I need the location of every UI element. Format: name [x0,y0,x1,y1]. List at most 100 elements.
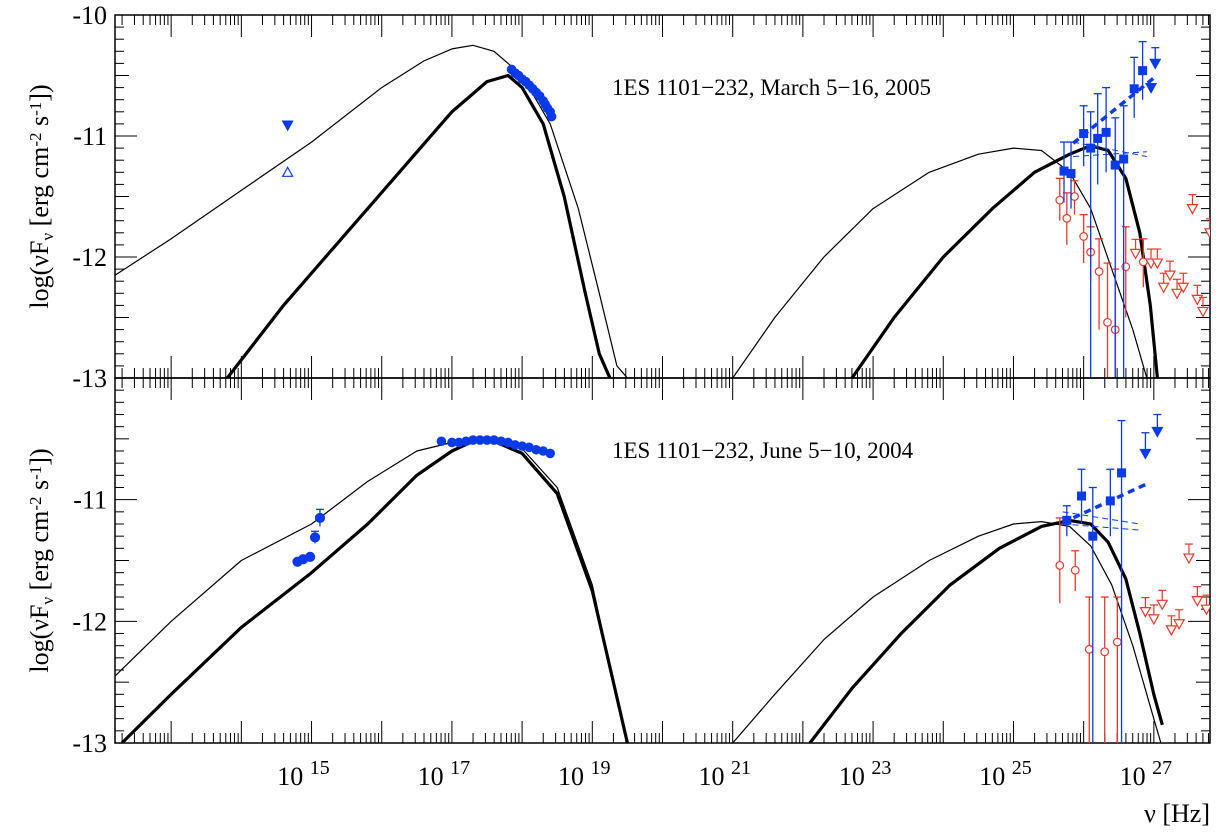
blue-data-point [1138,66,1147,75]
y-label-part: [erg cm [25,511,54,597]
y-label-part: -1 [26,466,45,480]
blue-data-point [1111,161,1120,170]
panel-top: -13 -12 -11 -10 log(νFν [erg cm-2 s-1]) 1ES 1… [25,1,1215,393]
x-tick-exponent: 17 [450,757,470,779]
model-curve-thin [733,522,1161,743]
y-tick-label: -12 [72,243,107,272]
red-data-point [1198,307,1208,316]
x-tick-base: 10 [558,762,591,791]
red-data-point [1071,193,1079,201]
red-data-point [1056,562,1064,570]
y-label-part: ]) [25,84,54,101]
panel-frame [115,378,1210,743]
x-tick-base: 10 [979,762,1012,791]
red-data-point [1172,289,1182,298]
y-tick-label: -11 [73,122,107,151]
x-tick-label: 10 17 [418,757,471,791]
y-label-part: -1 [26,102,45,116]
red-data-point [1131,249,1141,258]
red-data-point [1101,648,1109,656]
red-data-point [1192,295,1202,304]
blue-data-point [1086,144,1095,153]
blue-data-point [1077,492,1086,501]
blue-data-point [1062,516,1071,525]
red-data-point [1192,597,1202,606]
panel-annotation: 1ES 1101−232, March 5−16, 2005 [612,75,931,100]
y-label-part: -2 [26,133,45,147]
blue-data-point [1102,128,1111,137]
fit-band [1063,524,1140,530]
model-curve-thick [810,520,1162,743]
y-label-part: -2 [26,497,45,511]
red-data-point [1104,319,1112,327]
x-tick-base: 10 [839,762,872,791]
red-data-point [1184,554,1194,563]
x-tick-exponent: 27 [1152,757,1172,779]
red-data-point [1063,214,1071,222]
x-tick-label: 10 23 [839,757,892,791]
y-label-part: s [25,480,54,497]
blue-data-point [1093,134,1102,143]
y-tick-label: -10 [72,1,107,30]
blue-data-point [1140,449,1150,458]
y-label-part: [erg cm [25,147,54,233]
xray-data-point [437,436,447,446]
x-tick-exponent: 21 [731,757,751,779]
y-label-part: log(νF [25,241,54,309]
blue-data-point [315,513,324,522]
blue-data-point [311,533,320,542]
red-data-point [1056,196,1064,204]
x-tick-exponent: 19 [591,757,611,779]
y-tick-label: -12 [72,607,107,636]
red-data-point [1085,646,1093,654]
blue-data-point [1130,84,1139,93]
panels: -13 -12 -11 -10 log(νFν [erg cm-2 s-1]) 1ES 1… [25,1,1215,791]
blue-data-point [1067,169,1076,178]
blue-data-point [1079,129,1088,138]
blue-data-point [1088,532,1097,541]
blue-data-point [283,167,293,176]
x-tick-label: 10 15 [277,757,330,791]
blue-data-point [283,121,293,130]
y-axis-label: log(νFν [erg cm-2 s-1]) [25,84,57,308]
x-tick-base: 10 [277,762,310,791]
model-curve-thick [122,441,627,743]
y-label-part: s [25,116,54,133]
red-data-point [1187,205,1197,214]
blue-data-point [1119,154,1128,163]
x-tick-base: 10 [1120,762,1153,791]
red-data-point [1114,638,1122,646]
panel-annotation: 1ES 1101−232, June 5−10, 2004 [612,438,914,463]
x-tick-base: 10 [418,762,451,791]
panel-bottom: -13 -12 -11 log(νFν [erg cm-2 s-1]) 1ES 1101… [25,378,1211,758]
x-tick-label: 10 27 [1120,757,1173,791]
x-tick-label: 10 25 [979,757,1032,791]
y-label-part: ]) [25,448,54,465]
blue-data-point [306,552,315,561]
blue-data-point [1146,84,1156,93]
blue-data-point [1106,496,1115,505]
model-curve-thick [852,146,1157,378]
panel-frame [115,15,1210,378]
y-label-part: log(νF [25,605,54,673]
power-law-fit [1063,484,1147,523]
x-axis-label: ν [Hz] [1144,799,1210,828]
x-tick-exponent: 23 [871,757,891,779]
model-curve-thin [115,45,627,378]
xray-data-point [545,449,555,459]
y-tick-label: -13 [72,364,107,393]
red-data-point [1071,566,1079,574]
x-tick-base: 10 [698,762,731,791]
red-data-point [1095,268,1103,276]
x-tick-exponent: 25 [1012,757,1032,779]
red-data-point [1157,600,1167,609]
red-data-point [1166,626,1176,635]
y-tick-label: -11 [73,486,107,515]
blue-data-point [1117,468,1126,477]
red-data-point [1080,233,1088,241]
x-tick-label: 10 21 [698,757,751,791]
blue-data-point [1152,428,1162,437]
x-tick-exponent: 15 [310,757,330,779]
